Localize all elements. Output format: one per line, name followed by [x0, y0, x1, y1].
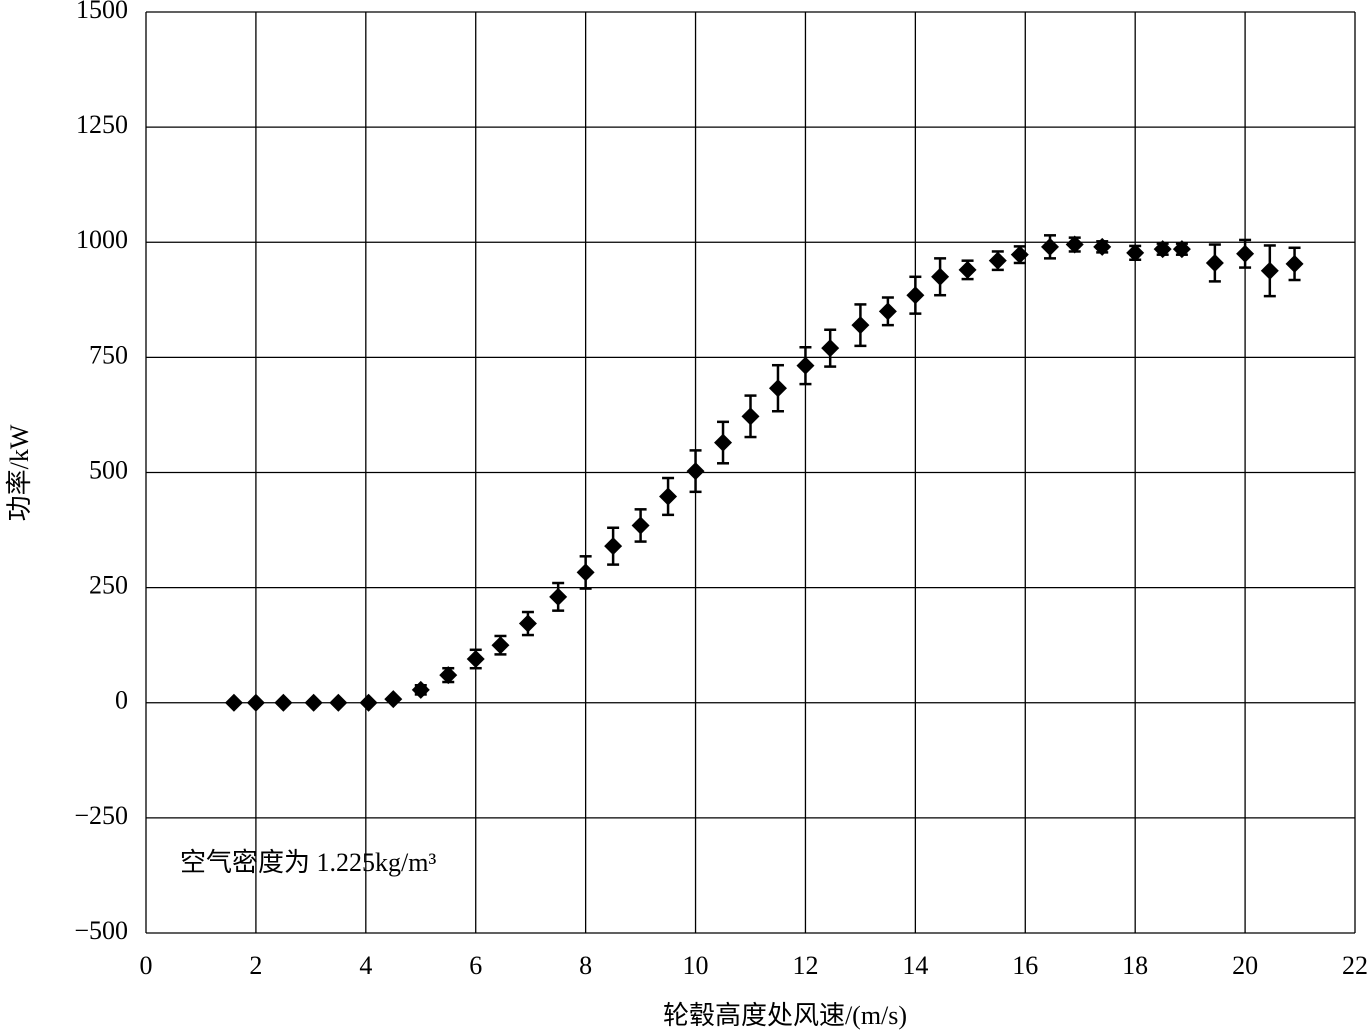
y-tick-label: −250 — [74, 801, 128, 830]
point — [958, 260, 977, 279]
x-tick-label: 22 — [1342, 951, 1368, 980]
y-tick-label: −500 — [74, 916, 128, 945]
point — [631, 516, 650, 535]
x-tick-label: 12 — [792, 951, 818, 980]
point — [246, 693, 265, 712]
y-tick-label: 1250 — [76, 110, 128, 139]
point — [1236, 244, 1255, 263]
point — [549, 587, 568, 606]
x-tick-label: 6 — [469, 951, 482, 980]
point — [768, 379, 787, 398]
y-axis-label: 功率/kW — [5, 424, 34, 521]
point — [1172, 240, 1191, 259]
point — [1285, 254, 1304, 273]
point — [576, 563, 595, 582]
y-tick-label: 750 — [89, 340, 128, 369]
x-tick-label: 10 — [683, 951, 709, 980]
x-axis-label: 轮毂高度处风速/(m/s) — [663, 1001, 907, 1030]
point — [686, 462, 705, 481]
point — [878, 302, 897, 321]
point — [1153, 240, 1172, 259]
y-tick-label: 1500 — [76, 0, 128, 24]
point — [1065, 235, 1084, 254]
point — [796, 356, 815, 375]
point — [1093, 237, 1112, 256]
point — [384, 690, 403, 709]
y-tick-label: 500 — [89, 455, 128, 484]
x-tick-label: 0 — [140, 951, 153, 980]
point — [931, 267, 950, 286]
x-tick-label: 18 — [1122, 951, 1148, 980]
point — [714, 433, 733, 452]
point — [1205, 253, 1224, 272]
point — [1010, 245, 1029, 264]
point — [491, 636, 510, 655]
point — [439, 666, 458, 685]
x-tick-label: 14 — [902, 951, 928, 980]
y-tick-label: 0 — [115, 686, 128, 715]
x-tick-label: 2 — [249, 951, 262, 980]
x-tick-label: 8 — [579, 951, 592, 980]
y-tick-label: 250 — [89, 571, 128, 600]
point — [1126, 243, 1145, 262]
point — [411, 680, 430, 699]
point — [1260, 261, 1279, 280]
point — [466, 650, 485, 669]
point — [906, 286, 925, 305]
annotation: 空气密度为 1.225kg/m³ — [180, 848, 436, 877]
point — [604, 537, 623, 556]
x-tick-label: 20 — [1232, 951, 1258, 980]
point — [821, 339, 840, 358]
point — [1041, 237, 1060, 256]
point — [274, 693, 293, 712]
point — [988, 251, 1007, 270]
point — [851, 316, 870, 335]
point — [304, 693, 323, 712]
point — [224, 693, 243, 712]
point — [518, 614, 537, 633]
point — [359, 693, 378, 712]
x-tick-label: 4 — [359, 951, 372, 980]
point — [659, 487, 678, 506]
y-tick-label: 1000 — [76, 225, 128, 254]
point — [329, 693, 348, 712]
point — [741, 407, 760, 426]
x-tick-label: 16 — [1012, 951, 1038, 980]
